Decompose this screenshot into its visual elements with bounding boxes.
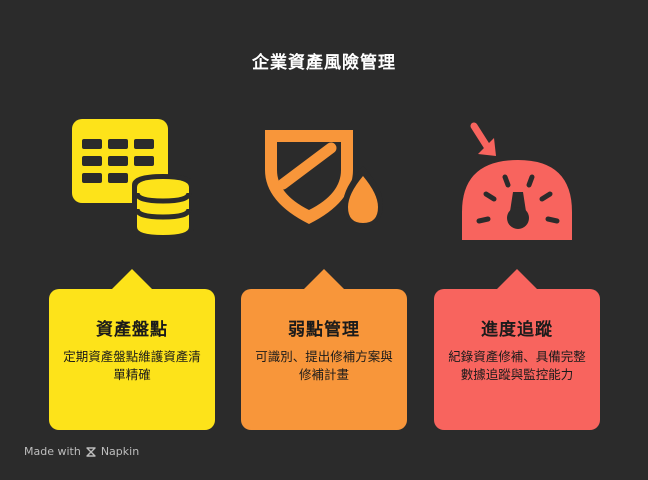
- napkin-logo-icon: [86, 446, 96, 457]
- page-title: 企業資產風險管理: [252, 53, 396, 73]
- table-database-icon: [72, 119, 194, 240]
- card-progress-tracking: 進度追蹤 紀錄資產修補、具備完整數據追蹤與監控能力: [434, 269, 600, 430]
- card-description: 可識別、提出修補方案與修補計畫: [255, 349, 393, 382]
- footer-attribution: Made with Napkin: [24, 445, 139, 458]
- card-vulnerability-management: 弱點管理 可識別、提出修補方案與修補計畫: [241, 269, 407, 430]
- card-title: 弱點管理: [288, 320, 360, 340]
- gauge-icon: [462, 122, 572, 240]
- card-title: 資產盤點: [96, 320, 168, 340]
- card-description: 紀錄資產修補、具備完整數據追蹤與監控能力: [448, 349, 586, 382]
- card-title: 進度追蹤: [481, 320, 553, 340]
- card-asset-inventory: 資產盤點 定期資產盤點維護資產清單精確: [49, 269, 215, 430]
- card-pointer: [496, 269, 538, 290]
- card-pointer: [111, 269, 153, 290]
- footer-made-with: Made with: [24, 445, 81, 458]
- footer-brand: Napkin: [100, 445, 140, 458]
- shield-drop-icon: [265, 130, 383, 226]
- card-pointer: [303, 269, 345, 290]
- card-description: 定期資產盤點維護資產清單精確: [63, 349, 201, 382]
